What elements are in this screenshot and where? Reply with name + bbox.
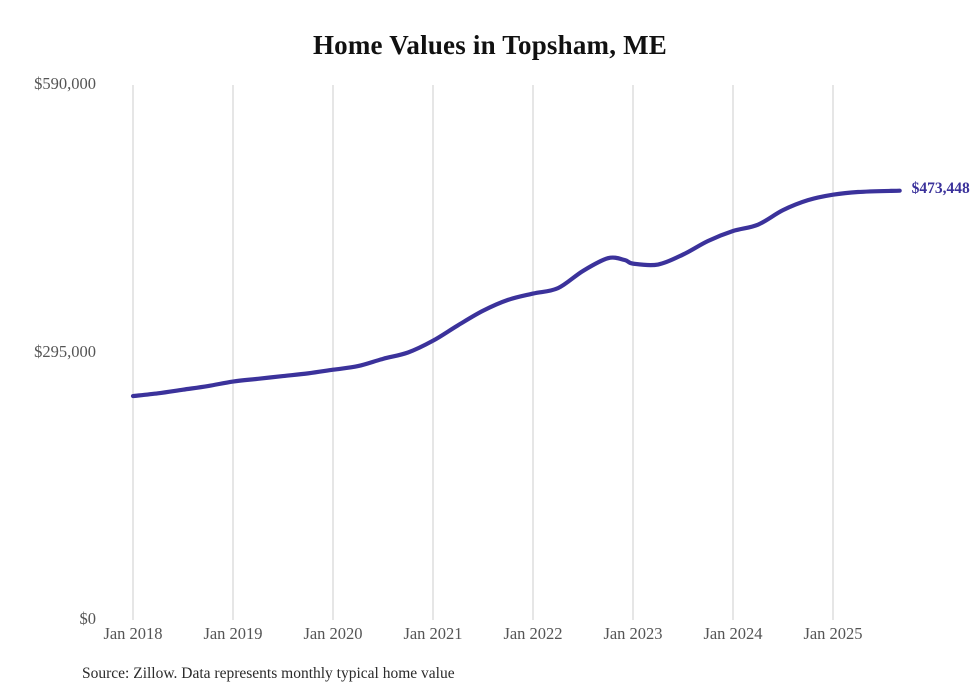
x-tick-label: Jan 2024 — [703, 624, 763, 643]
x-tick-label: Jan 2018 — [103, 624, 163, 643]
y-tick-label: $0 — [79, 609, 97, 628]
x-tick-label: Jan 2023 — [603, 624, 663, 643]
y-tick-label: $590,000 — [34, 74, 96, 93]
y-tick-label: $295,000 — [34, 341, 96, 361]
source-note: Source: Zillow. Data represents monthly … — [82, 665, 455, 682]
series-line-typical-home-value — [130, 188, 902, 399]
x-tick-label: Jan 2021 — [403, 624, 463, 643]
x-tick-label: Jan 2025 — [803, 624, 863, 643]
x-tick-label: Jan 2020 — [303, 624, 363, 643]
x-tick-label: Jan 2019 — [203, 624, 263, 643]
x-tick-label: Jan 2022 — [503, 624, 563, 643]
end-value-annotation: $473,448 — [911, 179, 970, 197]
x-gridlines — [132, 85, 834, 620]
chart-title: Home Values in Topsham, ME — [312, 30, 668, 60]
